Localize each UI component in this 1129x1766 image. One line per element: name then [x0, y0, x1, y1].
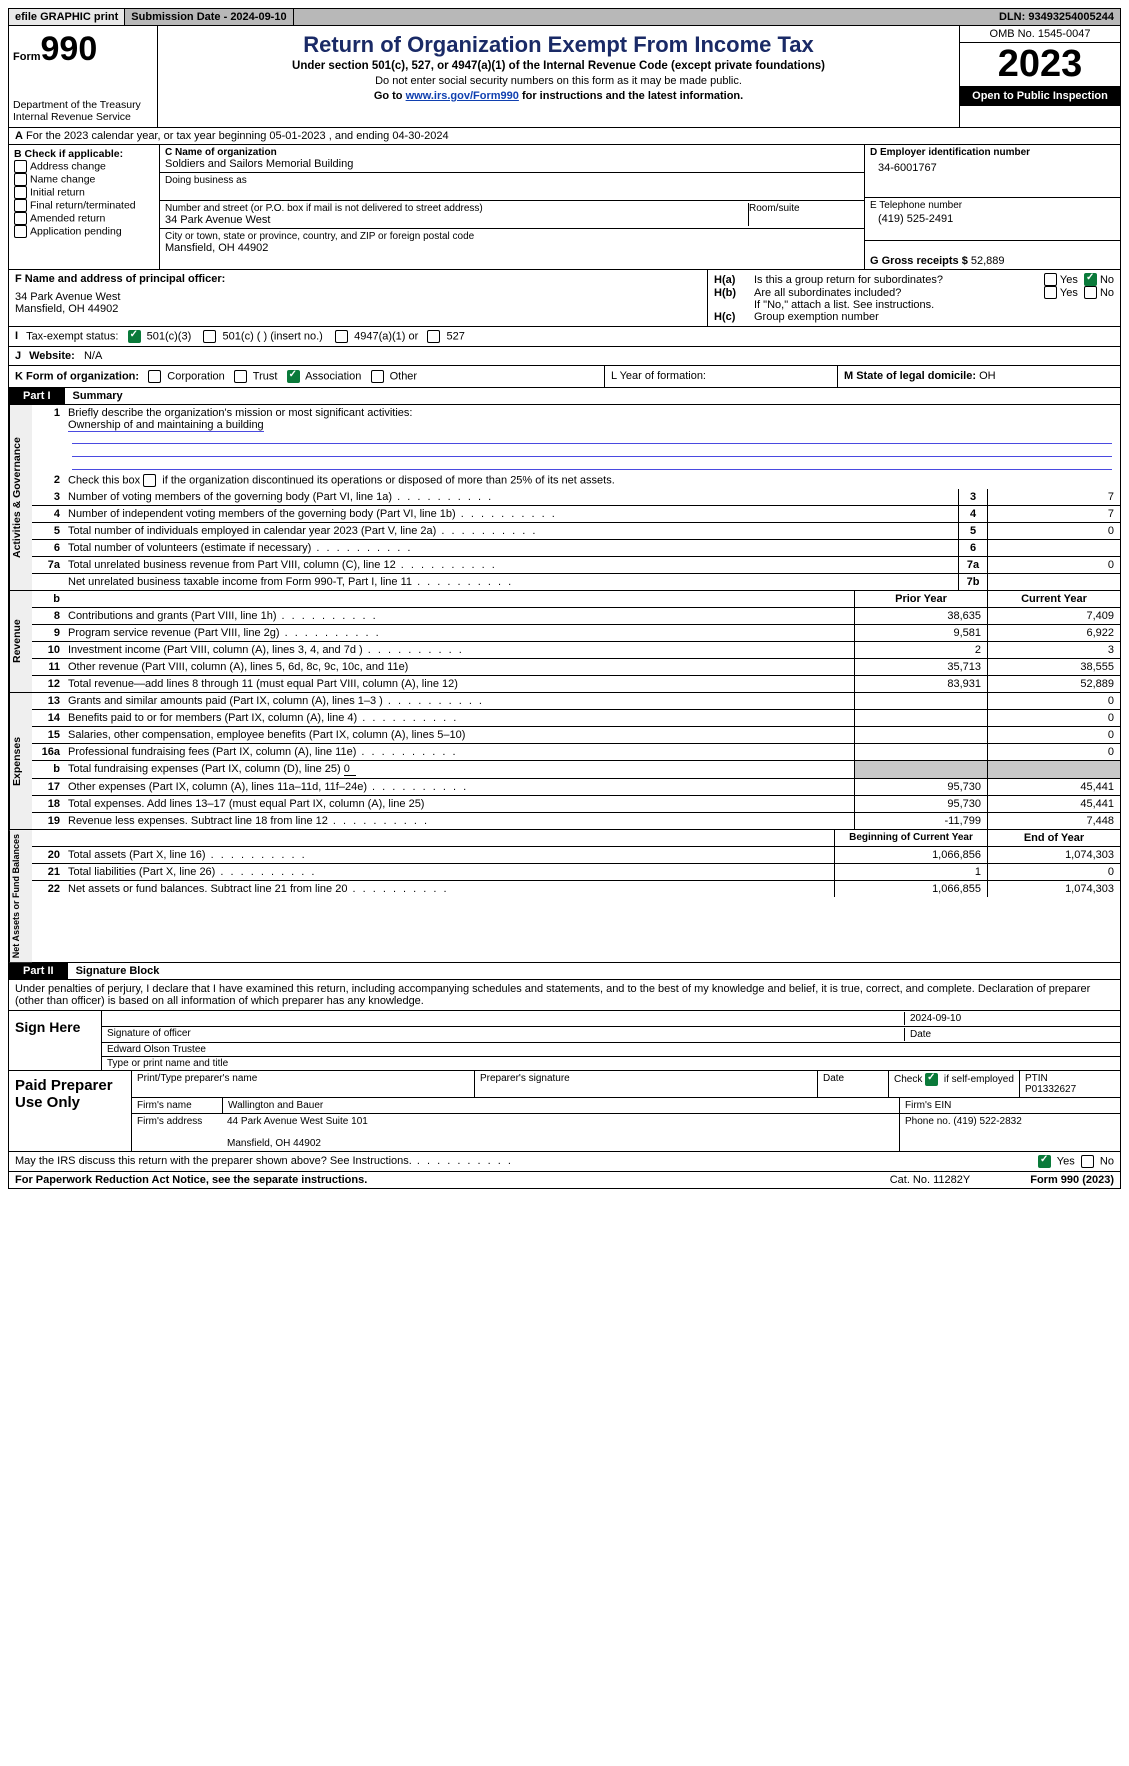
association-checkbox — [287, 370, 300, 383]
vtab-activities: Activities & Governance — [9, 405, 32, 590]
section-h: H(a) Is this a group return for subordin… — [707, 270, 1120, 326]
paid-preparer-row: Paid Preparer Use Only Print/Type prepar… — [9, 1070, 1120, 1151]
form-title: Return of Organization Exempt From Incom… — [164, 32, 953, 58]
section-b-checkboxes: B Check if applicable: Address change Na… — [9, 145, 160, 269]
revenue-block: Revenue bPrior YearCurrent Year 8Contrib… — [8, 591, 1121, 693]
block-b-c-d: B Check if applicable: Address change Na… — [8, 145, 1121, 270]
efile-graphic-print[interactable]: efile GRAPHIC print — [9, 9, 125, 25]
irs-discuss-yes — [1038, 1155, 1051, 1168]
block-k-l-m: K Form of organization: Corporation Trus… — [8, 366, 1121, 388]
section-a-tax-year: A For the 2023 calendar year, or tax yea… — [8, 128, 1121, 145]
top-bar: efile GRAPHIC print Submission Date - 20… — [8, 8, 1121, 26]
expenses-block: Expenses 13Grants and similar amounts pa… — [8, 693, 1121, 830]
state-domicile: M State of legal domicile: OH — [838, 366, 1120, 387]
vtab-revenue: Revenue — [9, 591, 32, 692]
block-i-j: ITax-exempt status: 501(c)(3) 501(c) ( )… — [8, 327, 1121, 366]
perjury-statement: Under penalties of perjury, I declare th… — [9, 980, 1120, 1011]
gross-receipts-cell: G Gross receipts $ 52,889 — [865, 241, 1120, 269]
street-address-row: Number and street (or P.O. box if mail i… — [160, 201, 864, 229]
line-2: Check this box if the organization disco… — [64, 472, 1120, 489]
submission-date: Submission Date - 2024-09-10 — [125, 9, 293, 25]
irs-discuss-line: May the IRS discuss this return with the… — [9, 1151, 1120, 1171]
line-16b: Total fundraising expenses (Part IX, col… — [64, 761, 854, 778]
principal-officer: F Name and address of principal officer:… — [9, 270, 707, 326]
dba-cell: Doing business as — [160, 173, 864, 201]
ein-cell: D Employer identification number 34-6001… — [865, 145, 1120, 198]
tax-exempt-status: ITax-exempt status: 501(c)(3) 501(c) ( )… — [9, 327, 1120, 347]
tax-year: 2023 — [960, 43, 1120, 86]
telephone-cell: E Telephone number (419) 525-2491 — [865, 198, 1120, 241]
form-header: Form990 Department of the Treasury Inter… — [8, 26, 1121, 128]
vtab-net-assets: Net Assets or Fund Balances — [9, 830, 32, 962]
self-employed-cell: Check if self-employed — [889, 1071, 1020, 1097]
dln: DLN: 93493254005244 — [993, 9, 1120, 25]
part-1-header: Part I Summary — [8, 388, 1121, 405]
website-line: JWebsite: N/A — [9, 347, 1120, 365]
form-number: Form990 — [13, 30, 153, 69]
sign-here-row: Sign Here 2024-09-10 Signature of office… — [9, 1011, 1120, 1070]
open-to-public: Open to Public Inspection — [960, 86, 1120, 106]
page-footer: For Paperwork Reduction Act Notice, see … — [8, 1172, 1121, 1189]
form-of-org: K Form of organization: Corporation Trus… — [9, 366, 605, 387]
501c3-checkbox — [128, 330, 141, 343]
omb-number: OMB No. 1545-0047 — [960, 26, 1120, 43]
vtab-expenses: Expenses — [9, 693, 32, 829]
org-name-cell: C Name of organization Soldiers and Sail… — [160, 145, 864, 173]
irs-link[interactable]: www.irs.gov/Form990 — [406, 90, 519, 102]
h-a-no-checkbox — [1084, 273, 1097, 286]
activities-governance: Activities & Governance 1 Briefly descri… — [8, 405, 1121, 591]
mission-text: Ownership of and maintaining a building — [68, 419, 264, 432]
form-subtitle: Under section 501(c), 527, or 4947(a)(1)… — [164, 60, 953, 72]
ssn-warning: Do not enter social security numbers on … — [164, 75, 953, 87]
block-f-h: F Name and address of principal officer:… — [8, 270, 1121, 327]
city-cell: City or town, state or province, country… — [160, 229, 864, 256]
dept-treasury: Department of the Treasury Internal Reve… — [13, 99, 153, 123]
part-2-header: Part II Signature Block — [8, 963, 1121, 980]
net-assets-block: Net Assets or Fund Balances Beginning of… — [8, 830, 1121, 963]
signature-block: Under penalties of perjury, I declare th… — [8, 980, 1121, 1172]
goto-link-line: Go to www.irs.gov/Form990 for instructio… — [164, 90, 953, 102]
year-formation: L Year of formation: — [605, 366, 838, 387]
